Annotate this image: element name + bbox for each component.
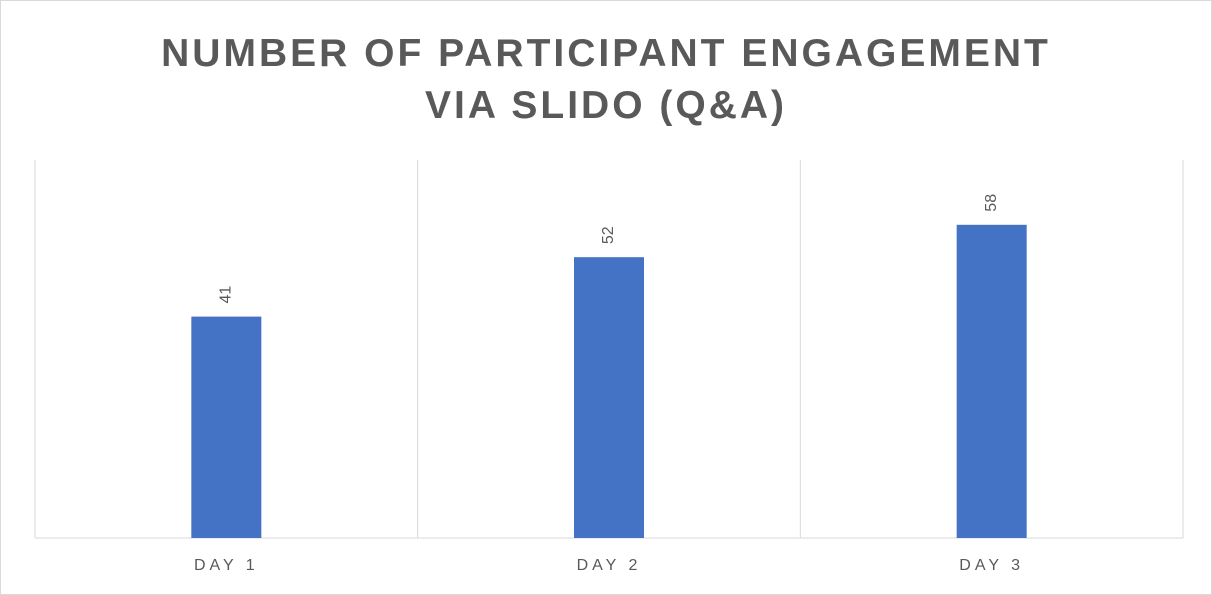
data-label: 52 xyxy=(600,226,617,244)
chart-title: NUMBER OF PARTICIPANT ENGAGEMENT VIA SLI… xyxy=(161,32,1051,127)
x-tick-label: DAY 2 xyxy=(577,557,642,574)
data-label: 41 xyxy=(218,286,235,304)
bar xyxy=(191,316,262,538)
data-label: 58 xyxy=(983,194,1000,212)
bar xyxy=(956,224,1027,539)
x-tick-label: DAY 3 xyxy=(959,557,1024,574)
x-tick-label: DAY 1 xyxy=(194,557,259,574)
bar xyxy=(574,257,644,538)
